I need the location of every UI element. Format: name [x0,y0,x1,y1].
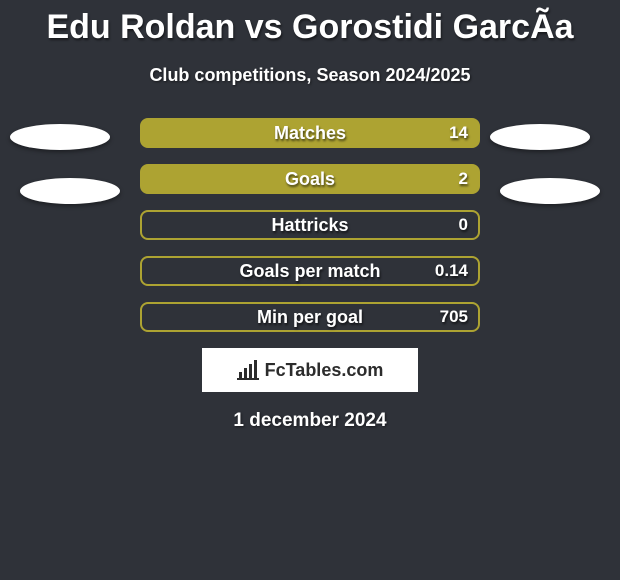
stat-bar-label: Matches [142,123,478,144]
subtitle: Club competitions, Season 2024/2025 [0,65,620,86]
page-title: Edu Roldan vs Gorostidi GarcÃ­a [0,0,620,47]
stat-bar-value: 2 [459,169,468,189]
stat-bar: Min per goal705 [140,302,480,332]
decorative-ellipse [500,178,600,204]
decorative-ellipse [20,178,120,204]
stat-bar-value: 705 [440,307,468,327]
logo-box: FcTables.com [202,348,418,392]
stat-bar-label: Goals per match [142,261,478,282]
stat-bar-value: 14 [449,123,468,143]
stats-bars: Matches14 Goals2 Hattricks0 Goals per match… [0,118,620,332]
stat-bar: Goals2 [140,164,480,194]
stat-bar: Matches14 [140,118,480,148]
stat-bar-label: Hattricks [142,215,478,236]
stat-bar: Goals per match0.14 [140,256,480,286]
stat-bar: Hattricks0 [140,210,480,240]
stat-bar-value: 0.14 [435,261,468,281]
stat-bar-label: Goals [142,169,478,190]
stat-bar-value: 0 [459,215,468,235]
stat-bar-label: Min per goal [142,307,478,328]
date-label: 1 december 2024 [0,410,620,432]
logo-text: FcTables.com [265,360,384,381]
decorative-ellipse [10,124,110,150]
decorative-ellipse [490,124,590,150]
bar-chart-icon [237,360,261,380]
